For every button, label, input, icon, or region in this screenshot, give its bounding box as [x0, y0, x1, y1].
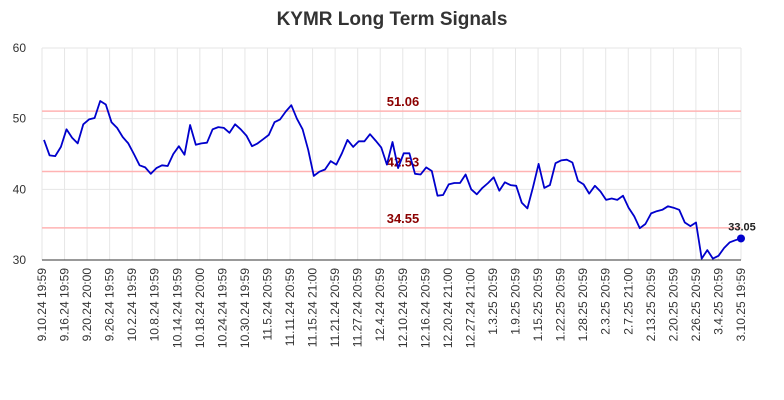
- x-tick-label: 1.22.25 20:59: [554, 268, 568, 342]
- x-tick-label: 2.13.25 20:59: [644, 268, 658, 342]
- y-tick-label: 40: [13, 182, 27, 196]
- x-tick-label: 3.4.25 20:59: [711, 268, 725, 335]
- x-tick-label: 9.20.24 20:00: [80, 268, 94, 342]
- x-tick-label: 1.9.25 20:59: [509, 268, 523, 335]
- x-tick-label: 1.15.25 20:59: [531, 268, 545, 342]
- x-tick-label: 9.16.24 19:59: [58, 268, 72, 342]
- reference-line-label: 51.06: [387, 94, 420, 109]
- chart-title: KYMR Long Term Signals: [277, 9, 508, 30]
- x-tick-label: 10.18.24 20:00: [193, 268, 207, 348]
- series-layer: 33.05: [43, 100, 756, 260]
- x-tick-label: 12.20.24 21:00: [441, 268, 455, 348]
- y-tick-label: 60: [13, 41, 27, 55]
- last-point-marker: [737, 234, 745, 243]
- x-tick-label: 10.2.24 19:59: [125, 268, 139, 342]
- x-tick-label: 2.26.25 20:59: [689, 268, 703, 342]
- x-tick-label: 10.8.24 19:59: [148, 268, 162, 342]
- x-tick-label: 12.4.24 20:59: [373, 268, 387, 342]
- grid: [41, 47, 742, 261]
- x-tick-label: 11.5.24 20:59: [260, 268, 274, 341]
- x-tick-label: 12.27.24 21:00: [463, 268, 477, 348]
- last-value-label: 33.05: [728, 221, 756, 233]
- x-tick-label: 10.14.24 19:59: [170, 268, 184, 348]
- x-tick-label: 11.21.24 20:59: [328, 268, 342, 348]
- x-axis: 9.10.24 19:59 9.16.24 19:59 9.20.24 20:00 9…: [35, 259, 748, 348]
- x-tick-label: 11.27.24 20:59: [351, 268, 365, 348]
- x-tick-label: 2.7.25 21:00: [621, 268, 635, 335]
- x-tick-label: 2.20.25 20:59: [666, 268, 680, 342]
- x-tick-label: 10.24.24 19:59: [215, 268, 229, 348]
- x-tick-label: 1.3.25 20:59: [486, 268, 500, 335]
- reference-line-label: 34.55: [387, 211, 420, 226]
- x-tick-label: 10.30.24 19:59: [238, 268, 252, 348]
- price-line: [43, 100, 742, 260]
- x-tick-label: 2.3.25 20:59: [599, 268, 613, 335]
- x-tick-label: 9.10.24 19:59: [35, 268, 49, 342]
- x-tick-label: 9.26.24 19:59: [103, 268, 117, 342]
- x-tick-label: 3.10.25 19:59: [734, 268, 748, 342]
- x-tick-label: 12.16.24 20:59: [418, 268, 432, 348]
- x-tick-label: 12.10.24 20:59: [396, 268, 410, 348]
- x-tick-label: 1.28.25 20:59: [576, 268, 590, 342]
- y-tick-label: 30: [13, 253, 27, 267]
- y-tick-label: 50: [13, 112, 27, 126]
- x-tick-label: 11.15.24 21:00: [306, 268, 320, 348]
- x-tick-label: 11.11.24 20:59: [283, 268, 297, 347]
- y-axis: 30 40 50 60: [13, 41, 27, 267]
